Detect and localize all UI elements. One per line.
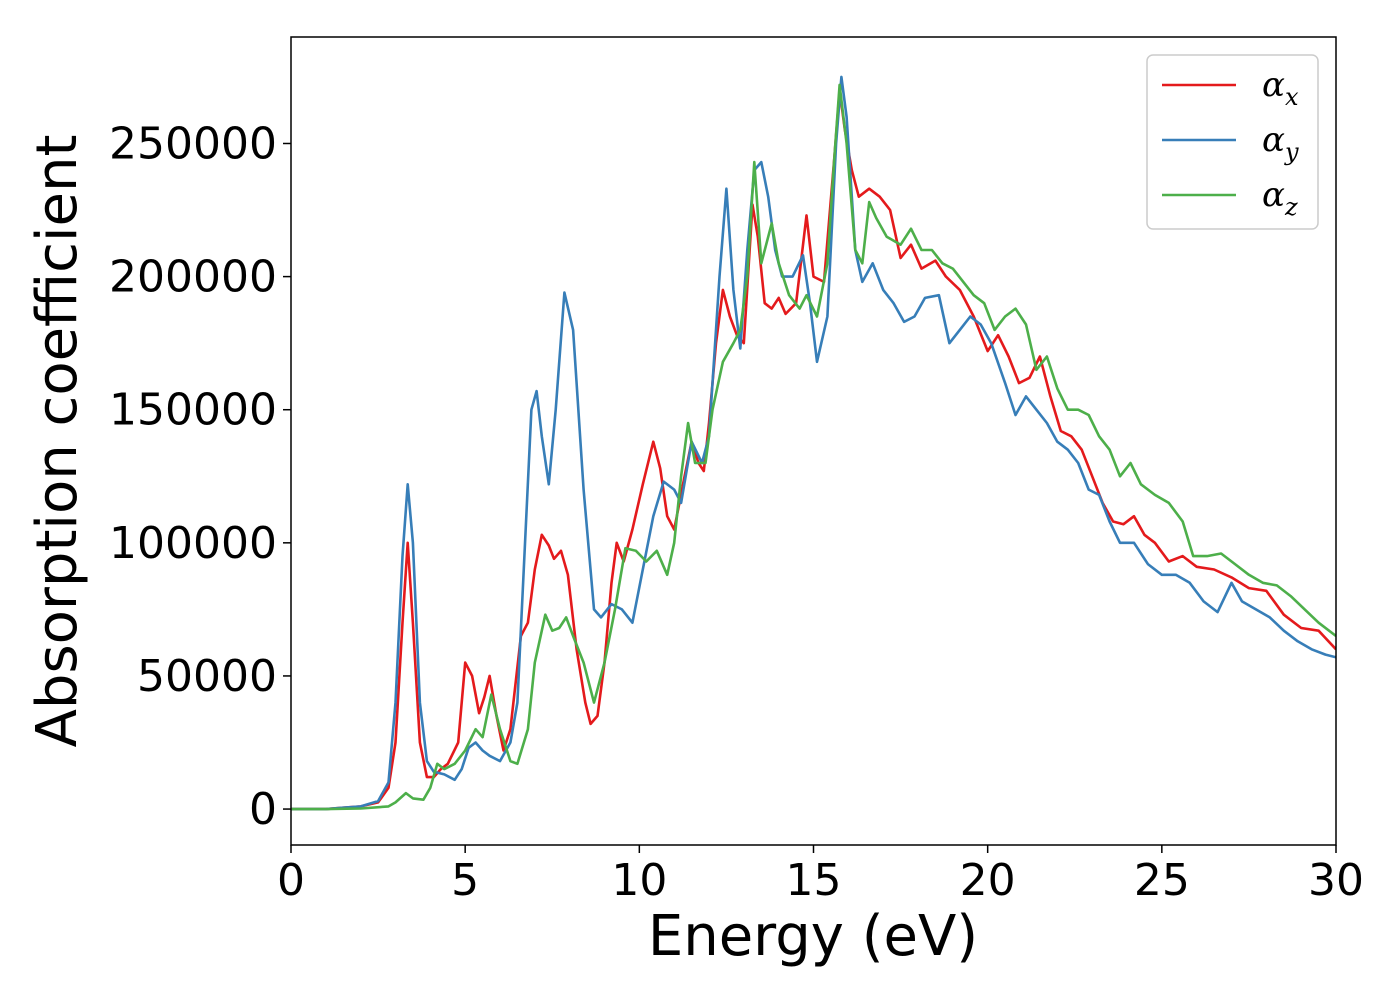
x-tick-label: 5 [451, 855, 479, 906]
x-tick-label: 10 [611, 855, 667, 906]
x-tick-label: 25 [1134, 855, 1190, 906]
x-axis-label: Energy (eV) [648, 904, 978, 969]
legend-box [1146, 54, 1319, 230]
y-axis-label: Absorption coefficient [25, 135, 90, 748]
x-tick-label: 30 [1308, 855, 1364, 906]
y-tick-label: 150000 [109, 385, 277, 436]
tick-layer: 0 5 10 15 20 25 30 0 50000 100000 150000 200000 2500… [109, 118, 1364, 906]
x-tick-label: 15 [786, 855, 842, 906]
series-line-z [291, 83, 1336, 811]
y-tick-label: 0 [249, 784, 277, 835]
legend-label-x: αx [1262, 65, 1299, 111]
legend-label-subscript: z [1284, 193, 1298, 221]
legend-label-subscript: x [1285, 83, 1299, 111]
x-tick-label: 0 [277, 855, 305, 906]
y-tick-label: 250000 [109, 118, 277, 169]
series-layer [291, 75, 1336, 811]
y-tick-label: 50000 [137, 651, 277, 702]
x-tick-label: 20 [960, 855, 1016, 906]
legend-label-subscript: y [1284, 138, 1299, 166]
series-line-y [291, 75, 1336, 811]
y-tick-label: 100000 [109, 518, 277, 569]
y-tick-label: 200000 [109, 252, 277, 303]
